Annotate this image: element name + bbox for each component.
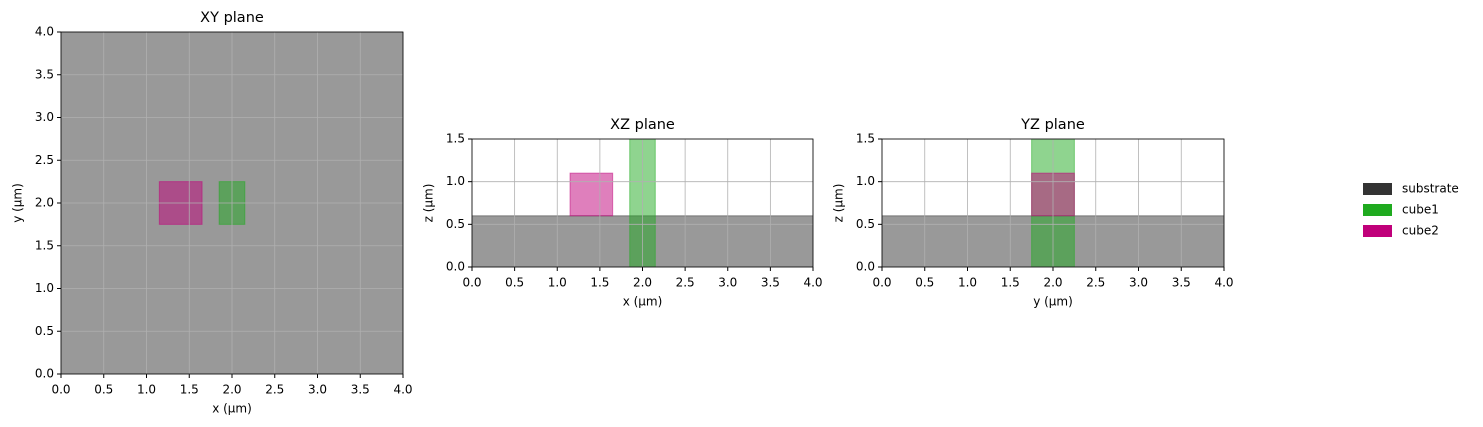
x-tick-label: 2.0	[633, 276, 652, 290]
shape	[569, 172, 614, 217]
y-tick-label: 3.5	[35, 67, 54, 81]
x-tick-label: 3.5	[761, 276, 780, 290]
legend-label: substrate	[1402, 182, 1459, 196]
y-tick-label: 1.5	[856, 132, 875, 146]
x-tick-label: 3.0	[308, 383, 327, 397]
x-tick-label: 1.5	[590, 276, 609, 290]
y-tick-label: 0.5	[856, 217, 875, 231]
y-tick-label: 2.0	[35, 196, 54, 210]
y-tick-label: 1.5	[35, 238, 54, 252]
x-tick-label: 0.5	[94, 383, 113, 397]
x-tick-label: 0.0	[51, 383, 70, 397]
y-tick-label: 1.0	[35, 281, 54, 295]
x-tick-label: 1.0	[137, 383, 156, 397]
y-tick-label: 0.5	[446, 217, 465, 231]
x-tick-label: 4.0	[803, 276, 822, 290]
x-tick-label: 2.5	[1086, 276, 1105, 290]
legend-label: cube1	[1402, 203, 1439, 217]
y-tick-label: 0.5	[35, 324, 54, 338]
chart-title: XZ plane	[610, 117, 675, 133]
chart-title: XY plane	[200, 10, 264, 26]
y-axis-label: y (µm)	[11, 183, 25, 223]
x-axis-label: x (µm)	[212, 402, 252, 416]
legend-swatch	[1363, 183, 1392, 195]
x-tick-label: 0.0	[872, 276, 891, 290]
x-tick-label: 3.0	[718, 276, 737, 290]
axes-frame	[60, 31, 404, 375]
y-axis-label: z (µm)	[832, 184, 846, 223]
legend-swatch	[1363, 225, 1392, 237]
axes-frame	[881, 138, 1225, 268]
x-axis-label: x (µm)	[623, 295, 663, 309]
x-tick-label: 1.5	[180, 383, 199, 397]
y-tick-label: 0.0	[35, 367, 54, 381]
y-tick-label: 2.5	[35, 153, 54, 167]
legend-label: cube2	[1402, 224, 1439, 238]
axes-frame	[471, 138, 814, 268]
x-tick-label: 3.0	[1129, 276, 1148, 290]
x-tick-label: 1.0	[958, 276, 977, 290]
x-tick-label: 4.0	[393, 383, 412, 397]
y-tick-label: 4.0	[35, 25, 54, 39]
x-tick-label: 3.5	[1172, 276, 1191, 290]
y-tick-label: 1.0	[856, 174, 875, 188]
x-tick-label: 2.0	[1043, 276, 1062, 290]
x-tick-label: 1.0	[548, 276, 567, 290]
x-tick-label: 2.5	[676, 276, 695, 290]
y-axis-label: z (µm)	[422, 184, 436, 223]
y-tick-label: 3.0	[35, 110, 54, 124]
y-tick-label: 0.0	[856, 260, 875, 274]
x-tick-label: 0.5	[915, 276, 934, 290]
x-tick-label: 3.5	[351, 383, 370, 397]
y-tick-label: 1.0	[446, 174, 465, 188]
x-tick-label: 4.0	[1214, 276, 1233, 290]
y-tick-label: 1.5	[446, 132, 465, 146]
legend-swatch	[1363, 204, 1392, 216]
x-tick-label: 2.0	[222, 383, 241, 397]
x-tick-label: 2.5	[265, 383, 284, 397]
chart-title: YZ plane	[1020, 117, 1085, 133]
x-tick-label: 1.5	[1001, 276, 1020, 290]
x-tick-label: 0.5	[505, 276, 524, 290]
y-tick-label: 0.0	[446, 260, 465, 274]
x-axis-label: y (µm)	[1033, 295, 1073, 309]
x-tick-label: 0.0	[462, 276, 481, 290]
